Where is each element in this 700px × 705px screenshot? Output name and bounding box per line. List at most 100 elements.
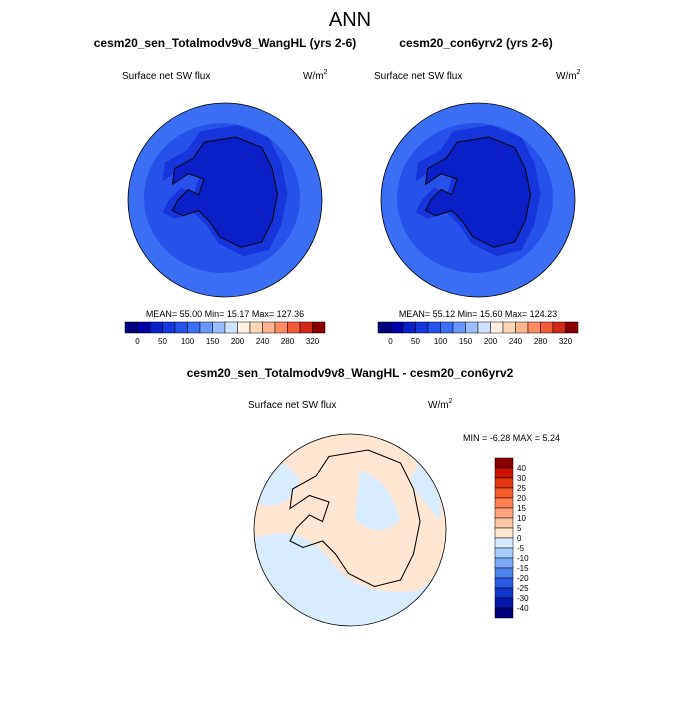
colorbar-box (494, 577, 514, 589)
colorbar-box (494, 477, 514, 489)
colorbar-box (212, 321, 226, 334)
colorbar-label: 10 (517, 514, 526, 523)
colorbar-label: 0 (517, 534, 522, 543)
colorbar: 0 50 100 150 200 240 280 320 (377, 321, 579, 346)
colorbar-label: 50 (411, 337, 420, 346)
colorbar-box (494, 597, 514, 609)
colorbar-label: 320 (559, 337, 573, 346)
variable-label: Surface net SW flux (248, 400, 336, 411)
colorbar-box (124, 321, 138, 334)
panel-title: cesm20_sen_Totalmodv9v8_WangHL (yrs 2-6) (94, 36, 357, 50)
colorbar-label: 20 (517, 494, 526, 503)
colorbar-box (515, 321, 529, 334)
colorbar-box (494, 587, 514, 599)
unit-exponent: 2 (324, 69, 328, 76)
colorbar-label: 150 (459, 337, 473, 346)
colorbar-box (494, 557, 514, 569)
unit-exponent: 2 (577, 69, 581, 76)
colorbar-box (494, 467, 514, 479)
colorbar-label: -30 (517, 594, 529, 603)
colorbar-box (274, 321, 288, 334)
colorbar-label: -40 (517, 604, 529, 613)
unit-label: W/m2 (556, 69, 581, 82)
colorbar-box (490, 321, 504, 334)
colorbar-box (299, 321, 313, 334)
colorbar-box (452, 321, 466, 334)
colorbar-box (494, 607, 514, 619)
colorbar-box (174, 321, 188, 334)
map (128, 103, 322, 297)
colorbar-label: 100 (434, 337, 448, 346)
colorbar: 0 50 100 150 200 240 280 320 (124, 321, 326, 346)
colorbar-box (390, 321, 404, 334)
colorbar-box (494, 507, 514, 519)
colorbar-box (465, 321, 479, 334)
panel-title: cesm20_sen_Totalmodv9v8_WangHL - cesm20_… (187, 366, 514, 380)
colorbar-box (402, 321, 416, 334)
colorbar-label: 280 (534, 337, 548, 346)
colorbar-label: 50 (158, 337, 167, 346)
colorbar-label: 240 (509, 337, 523, 346)
colorbar-label: 150 (206, 337, 220, 346)
colorbar-label: 15 (517, 504, 526, 513)
colorbar-box (502, 321, 516, 334)
stats: MEAN= 55.00 Min= 15.17 Max= 127.36 (146, 309, 304, 319)
stats: MIN = -6.28 MAX = 5.24 (463, 433, 560, 443)
colorbar-label: 280 (281, 337, 295, 346)
colorbar-box (494, 527, 514, 539)
colorbar-box (440, 321, 454, 334)
colorbar-label: -20 (517, 574, 529, 583)
unit: W/m (556, 71, 577, 82)
colorbar-box (527, 321, 541, 334)
colorbar-box (149, 321, 163, 334)
colorbar-label: -10 (517, 554, 529, 563)
colorbar-box (494, 517, 514, 529)
stats: MEAN= 55.12 Min= 15.60 Max= 124.23 (399, 309, 557, 319)
colorbar-box (494, 487, 514, 499)
unit-exponent: 2 (449, 398, 453, 405)
colorbar-box (287, 321, 301, 334)
colorbar-box (477, 321, 491, 334)
colorbar-box (494, 457, 514, 469)
colorbar-label: 200 (484, 337, 498, 346)
colorbar-box (137, 321, 151, 334)
colorbar-box (199, 321, 213, 334)
colorbar-label: -25 (517, 584, 529, 593)
colorbar-label: 0 (388, 337, 393, 346)
colorbar-label: -15 (517, 564, 529, 573)
colorbar-box (552, 321, 566, 334)
colorbar-box (565, 321, 579, 334)
colorbar-label: 200 (231, 337, 245, 346)
map (254, 434, 446, 626)
colorbar-label: 5 (517, 524, 522, 533)
colorbar-box (262, 321, 276, 334)
unit-label: W/m2 (303, 69, 328, 82)
colorbar-box (187, 321, 201, 334)
colorbar-box (427, 321, 441, 334)
colorbar-box (415, 321, 429, 334)
colorbar-label: 100 (181, 337, 195, 346)
colorbar-label: -5 (517, 544, 525, 553)
colorbar-label: 40 (517, 464, 526, 473)
colorbar-label: 0 (135, 337, 140, 346)
colorbar-box (162, 321, 176, 334)
colorbar-box (237, 321, 251, 334)
colorbar-label: 240 (256, 337, 270, 346)
variable-label: Surface net SW flux (122, 71, 210, 82)
colorbar-label: 25 (517, 484, 526, 493)
colorbar-box (494, 497, 514, 509)
unit-label: W/m2 (428, 398, 453, 411)
colorbar-box (540, 321, 554, 334)
colorbar-box (249, 321, 263, 334)
colorbar-label: 320 (306, 337, 320, 346)
colorbar-box (224, 321, 238, 334)
colorbar-label: 30 (517, 474, 526, 483)
colorbar-box (494, 567, 514, 579)
colorbar-box (494, 547, 514, 559)
colorbar-box (312, 321, 326, 334)
unit: W/m (303, 71, 324, 82)
unit: W/m (428, 400, 449, 411)
colorbar-box (377, 321, 391, 334)
